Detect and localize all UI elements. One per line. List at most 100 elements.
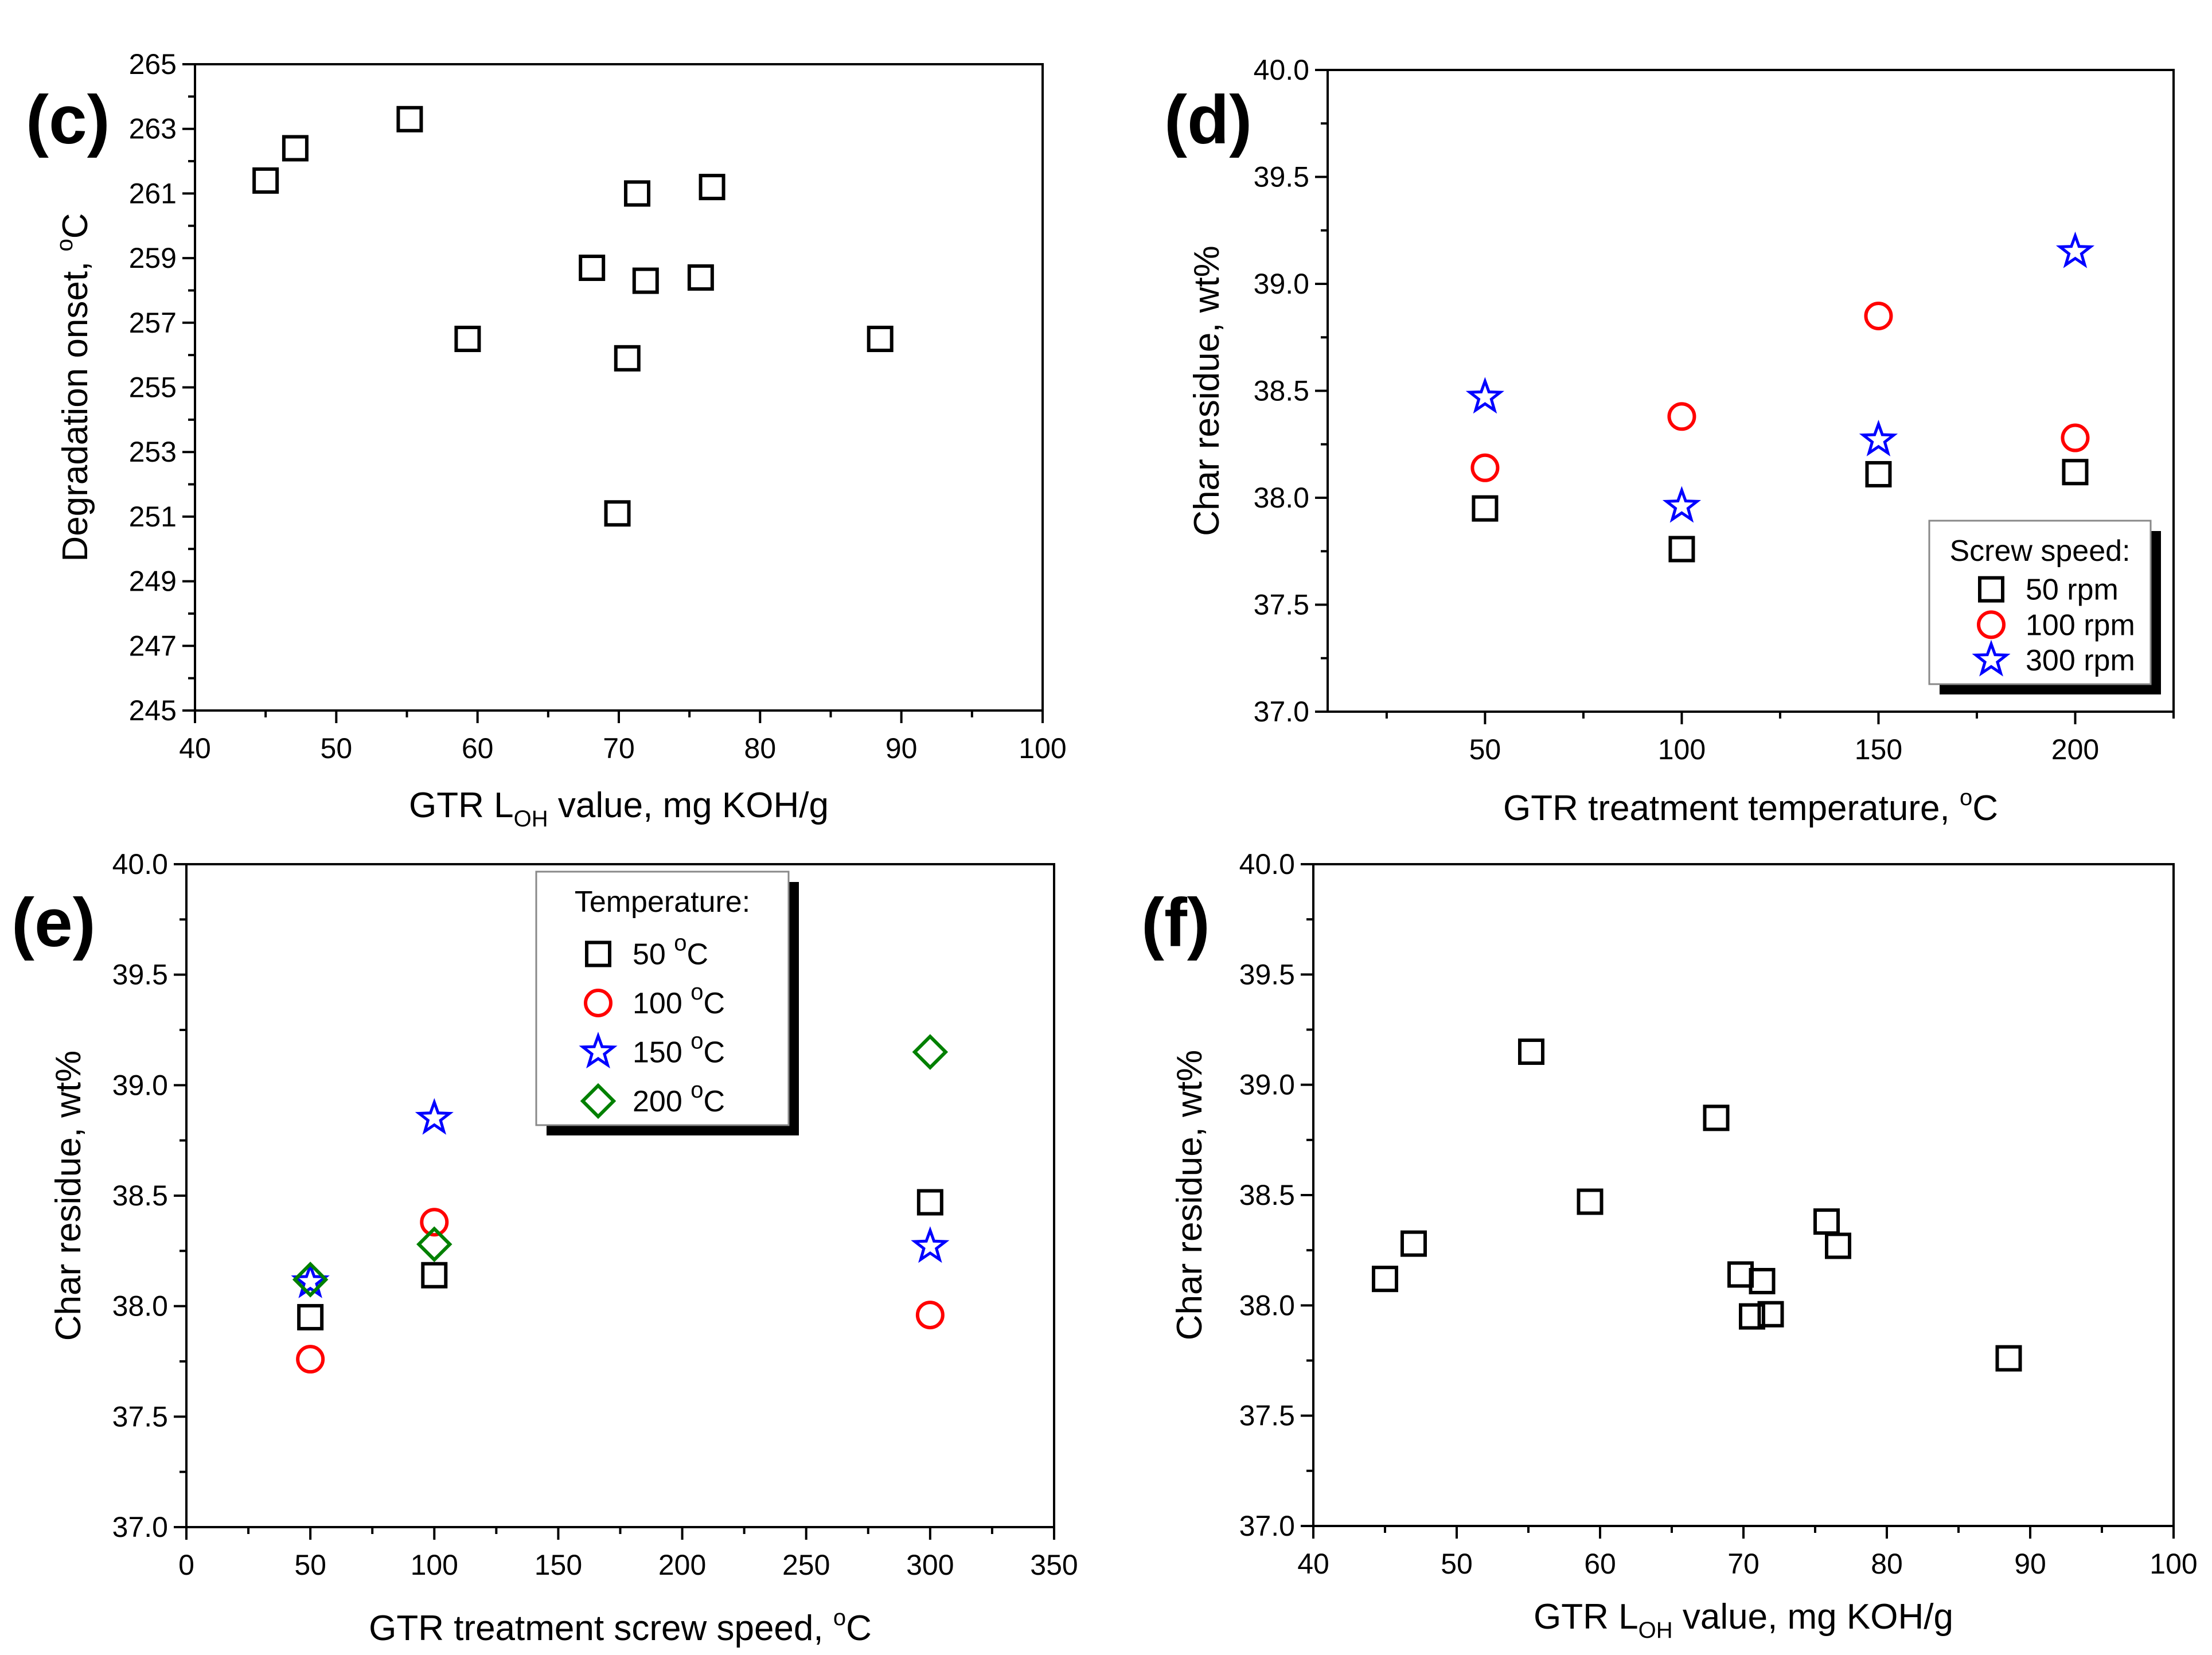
data-point-square: [1739, 1303, 1765, 1330]
data-point-square: [1703, 1104, 1730, 1131]
panel-label: (e): [11, 884, 96, 961]
x-tick-label: 200: [658, 1549, 706, 1581]
data-point-square: [282, 135, 309, 162]
panel-label: (d): [1164, 81, 1252, 158]
panel-label: (f): [1141, 884, 1210, 961]
data-point-square: [614, 345, 641, 372]
data-point-square: [252, 167, 279, 194]
data-point-star: [1859, 419, 1898, 456]
legend-marker-circle: [1977, 610, 2006, 639]
data-point-square: [1400, 1230, 1427, 1257]
data-point-star: [1662, 486, 1702, 523]
legend-entry-label: 200 oC: [633, 1078, 725, 1118]
y-tick-label: 40.0: [1239, 848, 1295, 880]
panel-c-degradation-onset-vs-loh: 245 247 249 251 253 255 257 259 261 263 265 40 50 60 7…: [26, 48, 1067, 832]
data-point-square: [1749, 1268, 1776, 1295]
panel-label: (c): [26, 81, 110, 158]
legend-marker-circle: [584, 989, 613, 1017]
data-point-square: [1995, 1345, 2022, 1372]
data-point-square: [916, 1189, 943, 1216]
data-point-star: [1465, 377, 1504, 414]
x-tick-label: 70: [1727, 1548, 1760, 1580]
x-axis-title: GTR treatment temperature, oC: [1503, 785, 1998, 828]
x-tick-label: 150: [1855, 733, 1902, 766]
data-point-square: [1865, 460, 1892, 487]
y-tick-label: 38.5: [112, 1180, 168, 1212]
y-tick-label: 39.5: [112, 959, 168, 991]
x-tick-label: 40: [1297, 1548, 1329, 1580]
panel-f-char-residue-vs-loh: 37.0 37.5 38.0 38.5 39.0 39.5 40.0 40 50 60 70 80 90…: [1141, 848, 2198, 1643]
y-tick-label: 37.0: [112, 1511, 168, 1543]
y-tick-label: 253: [129, 436, 177, 468]
x-tick-label: 350: [1030, 1549, 1078, 1581]
x-tick-label: 100: [411, 1549, 458, 1581]
legend-marker-square: [585, 940, 611, 967]
data-point-square: [1518, 1038, 1544, 1065]
x-tick-label: 100: [1658, 733, 1706, 766]
data-point-square: [454, 325, 481, 352]
x-tick-label: 50: [321, 732, 353, 764]
data-point-diamond: [416, 1226, 452, 1263]
x-tick-label: 60: [462, 732, 494, 764]
panel-e-char-residue-vs-screw-speed: 37.0 37.5 38.0 38.5 39.0 39.5 40.0 0 50 100 150 200…: [11, 848, 1078, 1648]
y-tick-label: 40.0: [112, 848, 168, 880]
y-tick-label: 255: [129, 372, 177, 404]
x-tick-label: 60: [1584, 1548, 1616, 1580]
legend-entry-label: 100 oC: [633, 979, 725, 1020]
data-point-star: [291, 1261, 330, 1298]
legend-title: Screw speed:: [1949, 534, 2130, 568]
data-point-square: [1757, 1301, 1784, 1328]
y-tick-label: 37.0: [1254, 696, 1309, 728]
legend-box: [1928, 520, 2152, 685]
y-tick-label: 251: [129, 501, 177, 533]
y-tick-label: 38.0: [1254, 482, 1309, 514]
x-tick-label: 70: [603, 732, 635, 764]
data-point-square: [1372, 1266, 1398, 1293]
x-tick-label: 250: [782, 1549, 830, 1581]
x-axis-title: GTR treatment screw speed, oC: [369, 1605, 872, 1648]
data-point-circle: [1470, 453, 1500, 482]
data-point-diamond: [912, 1034, 949, 1070]
data-point-square: [1825, 1232, 1851, 1259]
y-axis-title: Degradation onset, oC: [52, 213, 95, 561]
legend-entry-label: 300 rpm: [2026, 644, 2135, 677]
data-point-square: [396, 106, 423, 132]
legend-entry-label: 100 rpm: [2026, 608, 2135, 642]
legend-entry-label: 50 rpm: [2026, 573, 2119, 607]
data-point-square: [1813, 1208, 1840, 1235]
x-tick-label: 50: [1469, 733, 1501, 766]
y-tick-label: 38.0: [1239, 1289, 1295, 1321]
y-axis-title: Char residue, wt%: [49, 1051, 88, 1341]
data-point-square: [604, 500, 631, 527]
plot-frame: [194, 63, 1044, 712]
data-point-star: [911, 1226, 950, 1263]
y-tick-label: 39.5: [1239, 958, 1295, 990]
x-tick-label: 300: [906, 1549, 954, 1581]
x-axis-title: GTR LOH value, mg KOH/g: [409, 786, 829, 832]
y-tick-label: 37.5: [112, 1400, 168, 1432]
y-tick-label: 39.5: [1254, 161, 1309, 193]
data-point-square: [624, 180, 651, 207]
y-tick-label: 259: [129, 242, 177, 274]
y-axis-title: Char residue, wt%: [1187, 245, 1227, 536]
y-tick-label: 37.5: [1239, 1400, 1295, 1432]
legend-title: Temperature:: [575, 885, 750, 919]
x-tick-label: 90: [885, 732, 918, 764]
legend-entry-label: 150 oC: [633, 1029, 725, 1069]
x-tick-label: 100: [1019, 732, 1066, 764]
x-tick-label: 50: [294, 1549, 326, 1581]
y-tick-label: 39.0: [1239, 1069, 1295, 1101]
x-tick-label: 150: [535, 1549, 582, 1581]
y-tick-label: 37.0: [1239, 1510, 1295, 1542]
y-tick-label: 38.0: [112, 1290, 168, 1322]
data-point-square: [687, 264, 714, 291]
y-tick-label: 263: [129, 113, 177, 145]
x-tick-label: 50: [1441, 1548, 1473, 1580]
data-point-diamond: [292, 1262, 329, 1298]
plot-frame: [1312, 863, 2175, 1527]
y-tick-label: 265: [129, 48, 177, 80]
data-point-square: [1472, 495, 1499, 522]
data-point-star: [2055, 231, 2095, 268]
data-point-square: [632, 267, 659, 294]
